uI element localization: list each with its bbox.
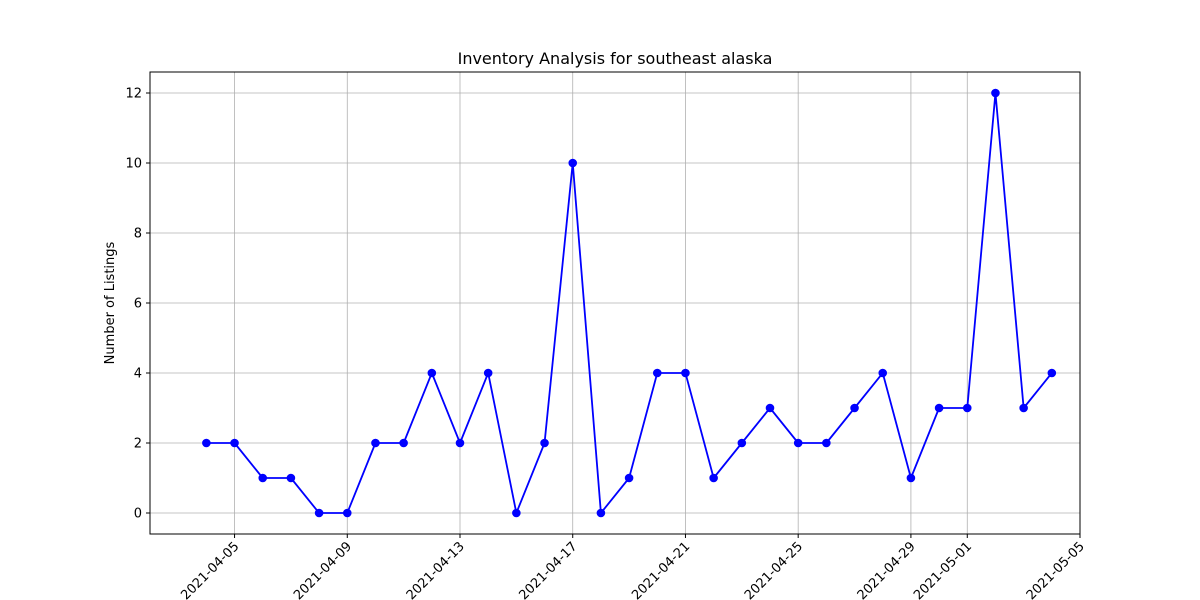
data-point — [371, 438, 380, 448]
y-tick-label: 6 — [134, 297, 142, 312]
data-point — [962, 403, 972, 413]
data-point — [624, 473, 634, 483]
data-point — [399, 438, 408, 448]
y-tick-label: 4 — [134, 367, 142, 382]
y-axis: 0 2 4 6 8 10 12 — [125, 87, 150, 522]
y-tick-label: 10 — [125, 157, 142, 172]
data-point — [906, 473, 916, 483]
y-tick-label: 8 — [134, 227, 142, 242]
data-series — [202, 88, 1057, 518]
data-point — [709, 473, 718, 483]
y-tick-label: 0 — [134, 507, 142, 522]
data-point — [568, 158, 578, 168]
data-point — [822, 438, 831, 448]
data-point — [427, 368, 437, 378]
data-point — [850, 403, 859, 413]
data-point — [793, 438, 803, 448]
data-point — [737, 438, 747, 448]
data-point — [765, 403, 775, 413]
data-point — [512, 508, 521, 518]
data-point — [596, 508, 606, 518]
chart-title: Inventory Analysis for southeast alaska — [458, 49, 773, 68]
data-point — [202, 438, 211, 448]
data-point — [286, 473, 296, 483]
data-point — [455, 438, 465, 448]
data-point — [230, 438, 239, 448]
data-point — [1047, 368, 1057, 378]
data-point — [681, 368, 690, 378]
data-point — [540, 438, 549, 448]
data-point — [483, 368, 493, 378]
data-point — [314, 508, 324, 518]
data-point — [258, 473, 268, 483]
data-point — [1019, 403, 1028, 413]
y-axis-label: Number of Listings — [103, 241, 118, 364]
data-point — [342, 508, 352, 518]
data-point — [878, 368, 888, 378]
data-point — [652, 368, 662, 378]
y-tick-label: 2 — [134, 437, 142, 452]
y-tick-label: 12 — [125, 87, 142, 102]
grid-lines — [150, 72, 1081, 534]
data-point — [934, 403, 944, 413]
data-point — [991, 88, 1000, 98]
